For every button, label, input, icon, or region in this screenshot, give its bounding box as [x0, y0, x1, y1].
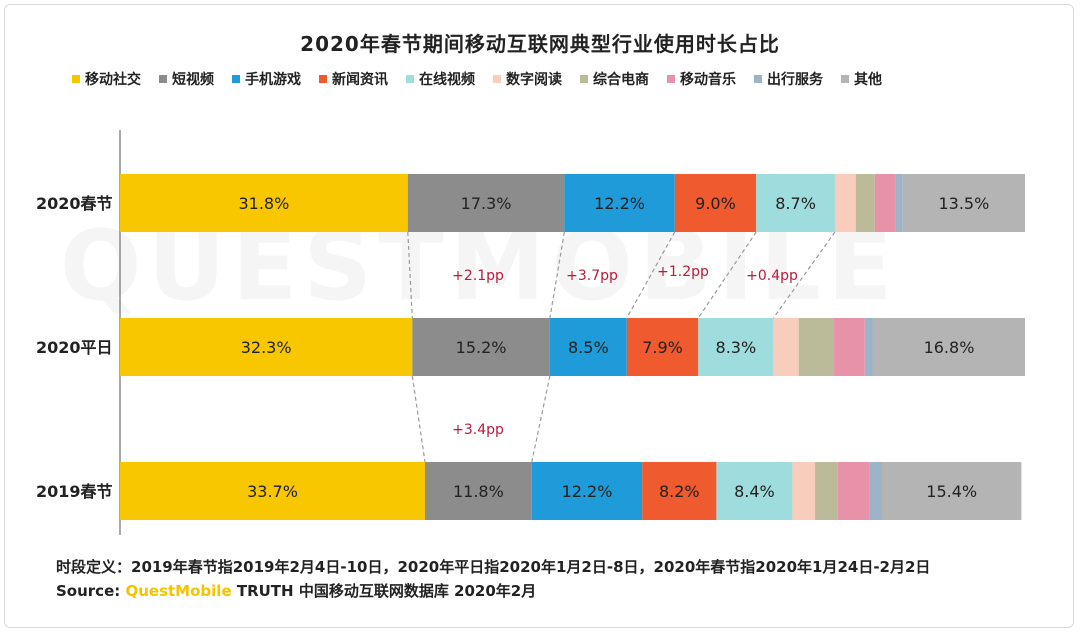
source-rest: TRUTH 中国移动互联网数据库 2020年2月 [232, 582, 537, 600]
y-tick-label: 2020春节 [36, 194, 113, 213]
data-label: 7.9% [642, 338, 683, 357]
bar-segment [773, 318, 798, 376]
period-definition: 时段定义：2019年春节指2019年2月4日-10日，2020年平日指2020年… [56, 555, 930, 579]
bar-segment [865, 318, 873, 376]
data-label: 12.2% [594, 194, 645, 213]
annotation-label: +3.4pp [452, 422, 504, 438]
connector-line [550, 232, 564, 318]
bar-segment [838, 462, 870, 520]
data-label: 8.2% [659, 482, 700, 501]
bar-segment [815, 462, 838, 520]
data-label: 8.7% [775, 194, 816, 213]
data-label: 11.8% [453, 482, 504, 501]
connector-line [532, 376, 550, 462]
bar-segment [792, 462, 815, 520]
source-line: Source: QuestMobile TRUTH 中国移动互联网数据库 202… [56, 579, 930, 603]
connector-line [408, 232, 413, 318]
bar-segment [799, 318, 834, 376]
data-label: 13.5% [938, 194, 989, 213]
bar-segment [896, 174, 903, 232]
data-label: 15.4% [926, 482, 977, 501]
bar-segment [869, 462, 882, 520]
data-label: 9.0% [695, 194, 736, 213]
y-tick-label: 2020平日 [36, 338, 113, 357]
y-tick-label: 2019春节 [36, 482, 113, 501]
data-label: 17.3% [461, 194, 512, 213]
bar-segment [875, 174, 896, 232]
annotation-label: +0.4pp [746, 268, 798, 284]
annotation-label: +2.1pp [452, 268, 504, 284]
bar-segment [856, 174, 875, 232]
data-label: 8.4% [734, 482, 775, 501]
annotation-label: +1.2pp [657, 264, 709, 280]
bar-segment [835, 174, 856, 232]
data-label: 31.8% [238, 194, 289, 213]
annotation-label: +3.7pp [566, 268, 618, 284]
data-label: 32.3% [241, 338, 292, 357]
chart-footer: 时段定义：2019年春节指2019年2月4日-10日，2020年平日指2020年… [56, 555, 930, 603]
data-label: 15.2% [456, 338, 507, 357]
chart-plot: 2020春节 31.8% 17.3% 12.2% 9.0% 8.7% 13.5% 2020平日… [0, 0, 1080, 560]
source-brand: QuestMobile [125, 582, 231, 600]
data-label: 16.8% [924, 338, 975, 357]
data-label: 33.7% [247, 482, 298, 501]
data-label: 8.3% [716, 338, 757, 357]
data-label: 12.2% [562, 482, 613, 501]
data-label: 8.5% [568, 338, 609, 357]
bar-segment [834, 318, 865, 376]
connector-line [412, 376, 425, 462]
source-prefix: Source: [56, 582, 125, 600]
